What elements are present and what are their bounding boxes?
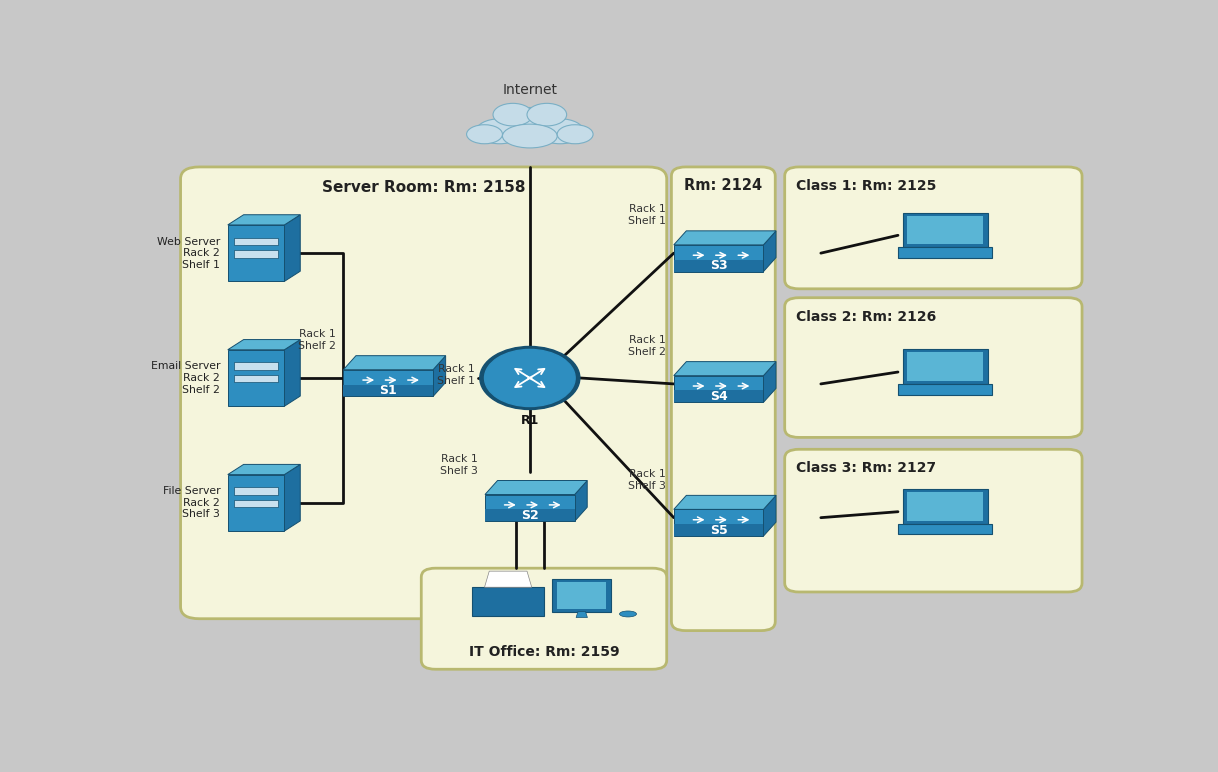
Text: Server Room: Rm: 2158: Server Room: Rm: 2158: [322, 180, 525, 195]
Polygon shape: [228, 475, 285, 531]
FancyBboxPatch shape: [180, 167, 666, 618]
Circle shape: [480, 347, 580, 409]
Ellipse shape: [499, 107, 560, 137]
Polygon shape: [764, 231, 776, 272]
Polygon shape: [674, 376, 764, 402]
Text: R1: R1: [520, 414, 540, 427]
Polygon shape: [576, 611, 587, 618]
Polygon shape: [473, 587, 544, 616]
Polygon shape: [674, 259, 764, 272]
Polygon shape: [674, 510, 764, 536]
Ellipse shape: [527, 103, 566, 126]
Polygon shape: [228, 350, 285, 406]
Text: Rack 1
Shelf 2: Rack 1 Shelf 2: [298, 330, 336, 351]
Text: Rack 1
Shelf 2: Rack 1 Shelf 2: [628, 335, 666, 357]
Text: Internet: Internet: [502, 83, 558, 96]
Text: Rm: 2124: Rm: 2124: [685, 178, 762, 193]
Polygon shape: [903, 489, 988, 523]
Polygon shape: [674, 245, 764, 272]
Text: Rack 1
Shelf 3: Rack 1 Shelf 3: [440, 454, 477, 476]
Ellipse shape: [503, 124, 557, 148]
Polygon shape: [898, 384, 993, 394]
Text: Class 3: Rm: 2127: Class 3: Rm: 2127: [797, 461, 937, 476]
Polygon shape: [485, 510, 575, 521]
Text: IT Office: Rm: 2159: IT Office: Rm: 2159: [469, 645, 619, 659]
FancyBboxPatch shape: [784, 167, 1082, 289]
Text: Class 1: Rm: 2125: Class 1: Rm: 2125: [797, 179, 937, 193]
Ellipse shape: [536, 119, 583, 144]
Polygon shape: [898, 247, 993, 258]
FancyBboxPatch shape: [421, 568, 666, 669]
Polygon shape: [674, 361, 776, 376]
Text: File Server
Rack 2
Shelf 3: File Server Rack 2 Shelf 3: [162, 486, 220, 520]
Ellipse shape: [493, 103, 532, 126]
Polygon shape: [228, 225, 285, 281]
Polygon shape: [764, 496, 776, 536]
FancyBboxPatch shape: [784, 449, 1082, 592]
Polygon shape: [557, 582, 607, 608]
Ellipse shape: [620, 611, 637, 617]
Ellipse shape: [557, 125, 593, 144]
Polygon shape: [575, 480, 587, 521]
Polygon shape: [234, 374, 278, 382]
Polygon shape: [674, 496, 776, 510]
Polygon shape: [234, 250, 278, 258]
Polygon shape: [234, 362, 278, 370]
Polygon shape: [343, 356, 446, 370]
Polygon shape: [674, 391, 764, 402]
Text: S1: S1: [379, 384, 397, 397]
Polygon shape: [553, 579, 611, 611]
Polygon shape: [234, 499, 278, 507]
Text: S4: S4: [710, 390, 727, 403]
FancyBboxPatch shape: [671, 167, 776, 631]
Text: Email Server
Rack 2
Shelf 2: Email Server Rack 2 Shelf 2: [151, 361, 220, 394]
Polygon shape: [674, 524, 764, 536]
Circle shape: [485, 350, 575, 407]
Ellipse shape: [476, 119, 524, 144]
Polygon shape: [285, 215, 301, 281]
Text: Web Server
Rack 2
Shelf 1: Web Server Rack 2 Shelf 1: [157, 236, 220, 269]
Polygon shape: [907, 352, 983, 381]
Text: Rack 1
Shelf 3: Rack 1 Shelf 3: [628, 469, 666, 491]
Text: Rack 1
Shelf 1: Rack 1 Shelf 1: [437, 364, 475, 386]
Polygon shape: [907, 492, 983, 520]
Polygon shape: [485, 495, 575, 521]
Polygon shape: [234, 238, 278, 245]
Text: Class 2: Rm: 2126: Class 2: Rm: 2126: [797, 310, 937, 323]
Polygon shape: [228, 340, 301, 350]
Polygon shape: [343, 384, 434, 396]
Polygon shape: [343, 370, 434, 396]
Polygon shape: [674, 231, 776, 245]
Polygon shape: [903, 213, 988, 247]
Polygon shape: [764, 361, 776, 402]
Polygon shape: [285, 465, 301, 531]
Polygon shape: [228, 465, 301, 475]
Polygon shape: [898, 523, 993, 534]
Polygon shape: [907, 215, 983, 244]
Polygon shape: [228, 215, 301, 225]
Polygon shape: [903, 350, 988, 384]
Ellipse shape: [466, 125, 503, 144]
Polygon shape: [234, 487, 278, 495]
Text: S5: S5: [710, 523, 727, 537]
Text: Rack 1
Shelf 1: Rack 1 Shelf 1: [628, 205, 666, 226]
Polygon shape: [434, 356, 446, 396]
Polygon shape: [285, 340, 301, 406]
FancyBboxPatch shape: [784, 298, 1082, 438]
Text: S3: S3: [710, 259, 727, 272]
Polygon shape: [485, 571, 532, 587]
Polygon shape: [485, 480, 587, 495]
Text: S2: S2: [521, 509, 538, 522]
